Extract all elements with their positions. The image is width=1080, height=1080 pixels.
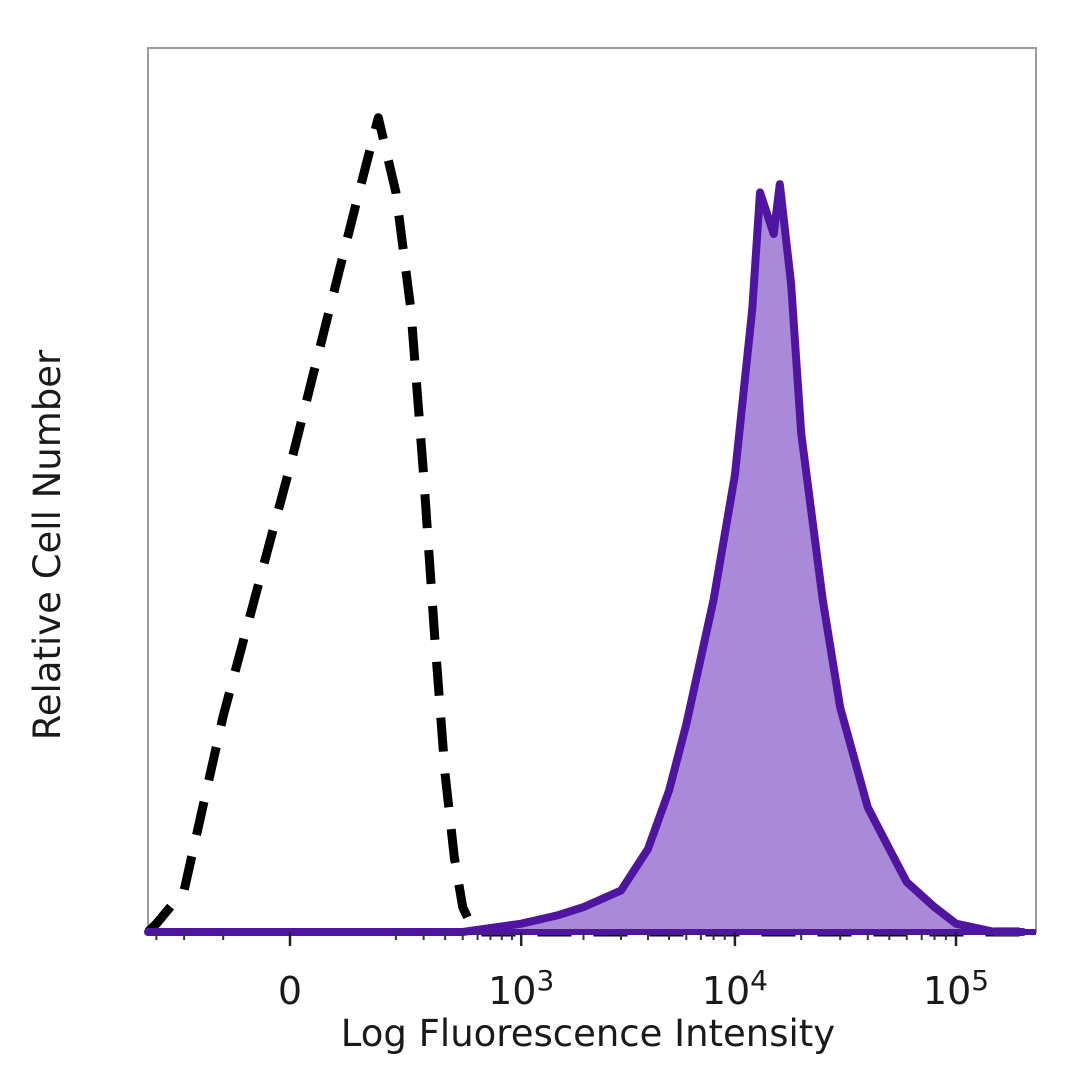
series-1-line	[144, 180, 1027, 936]
x-tick-layer: 0 103 104 105	[155, 932, 989, 1013]
x-tick-label-1: 103	[488, 964, 554, 1013]
x-axis-title: Log Fluorescence Intensity	[341, 1012, 835, 1055]
x-tick-label-3: 105	[923, 964, 989, 1013]
x-tick-label-2: 104	[702, 964, 768, 1013]
x-tick-label-0: 0	[278, 969, 302, 1013]
plot-frame	[147, 47, 1037, 933]
series-1-area	[148, 184, 1023, 933]
y-axis-title: Relative Cell Number	[26, 349, 69, 740]
